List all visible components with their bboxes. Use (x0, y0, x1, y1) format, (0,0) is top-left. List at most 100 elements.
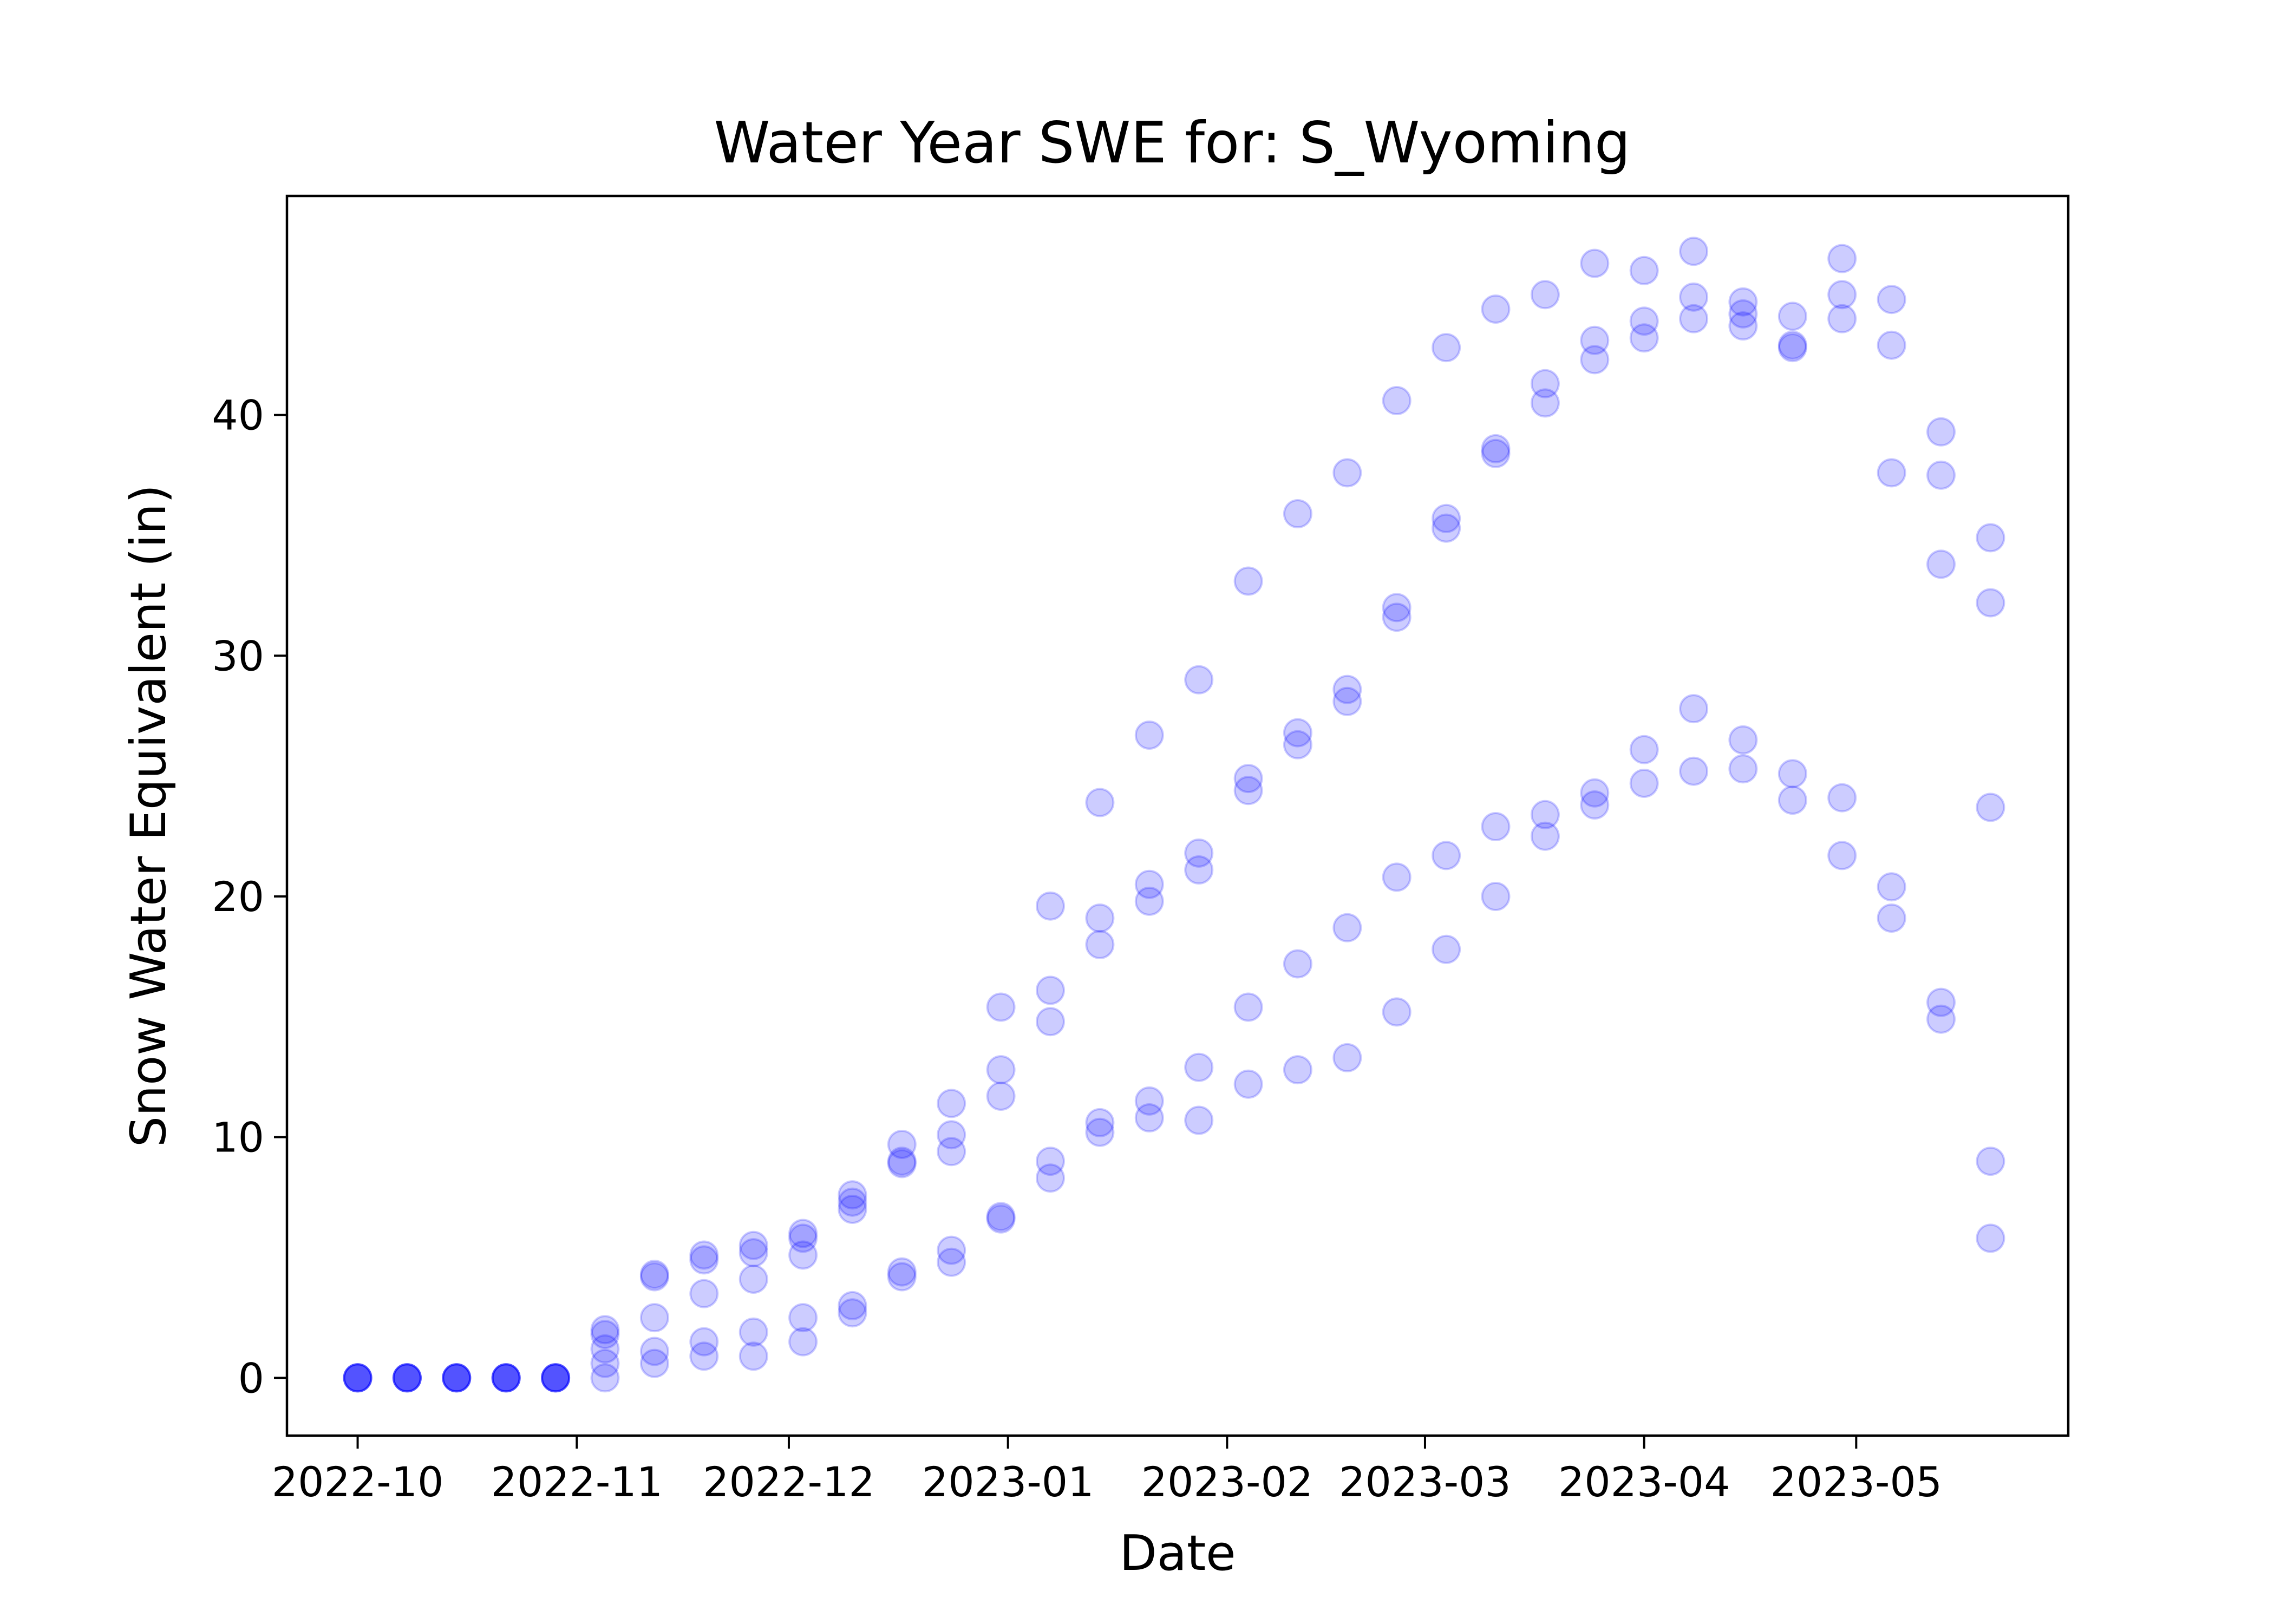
data-point-20-2 (1332, 686, 1362, 716)
data-point-12-1 (937, 1120, 966, 1150)
data-point-9-2 (788, 1240, 818, 1270)
data-point-8-4 (739, 1341, 768, 1371)
data-point-8-0 (739, 1230, 768, 1260)
x-tick-label-0: 2022-10 (272, 1458, 444, 1506)
data-point-25-0 (1580, 248, 1610, 278)
data-point-2-1 (442, 1363, 472, 1393)
data-point-21-0 (1382, 386, 1412, 415)
data-point-27-1 (1679, 282, 1709, 312)
data-point-0-3 (343, 1363, 373, 1393)
data-point-31-4 (1877, 903, 1906, 933)
data-point-11-0 (887, 1130, 917, 1159)
x-tick-label-7: 2023-05 (1770, 1458, 1943, 1506)
data-point-9-1 (788, 1223, 818, 1253)
y-axis-ticks: 0 10 20 30 40 (212, 391, 287, 1402)
data-point-18-4 (1233, 1069, 1263, 1099)
y-tick-label-1: 10 (212, 1114, 264, 1162)
data-point-15-2 (1085, 929, 1115, 959)
data-point-10-0 (838, 1180, 867, 1210)
y-tick-label-3: 30 (212, 632, 264, 680)
data-point-7-1 (689, 1245, 719, 1275)
data-point-8-3 (739, 1317, 768, 1347)
x-tick-label-6: 2023-04 (1558, 1458, 1730, 1506)
data-point-33-4 (1976, 1223, 2005, 1253)
data-point-8-1 (739, 1238, 768, 1268)
data-point-19-4 (1283, 1055, 1312, 1085)
data-point-20-3 (1332, 913, 1362, 942)
data-point-30-1 (1827, 280, 1857, 310)
data-point-24-3 (1530, 800, 1560, 829)
data-point-28-0 (1728, 287, 1758, 317)
data-point-3-2 (491, 1363, 521, 1393)
data-points (343, 237, 2005, 1393)
data-point-0-2 (343, 1363, 373, 1393)
data-point-7-0 (689, 1240, 719, 1270)
data-point-29-0 (1778, 302, 1807, 331)
y-tick-label-0: 0 (238, 1354, 264, 1402)
data-point-14-4 (1036, 1163, 1065, 1193)
x-tick-label-2: 2022-12 (703, 1458, 875, 1506)
data-point-6-0 (639, 1260, 669, 1289)
data-point-32-3 (1926, 987, 1956, 1017)
data-point-4-1 (541, 1363, 571, 1393)
data-point-1-4 (392, 1363, 422, 1393)
data-point-15-0 (1085, 788, 1115, 817)
data-point-15-1 (1085, 903, 1115, 933)
data-point-9-3 (788, 1303, 818, 1333)
data-point-19-2 (1283, 730, 1312, 759)
data-point-22-3 (1432, 841, 1461, 870)
data-point-25-3 (1580, 778, 1610, 808)
x-axis-label: Date (1119, 1525, 1236, 1582)
data-point-6-1 (639, 1262, 669, 1292)
data-point-18-1 (1233, 764, 1263, 794)
data-point-28-1 (1728, 299, 1758, 329)
data-point-31-2 (1877, 458, 1906, 488)
data-point-21-2 (1382, 603, 1412, 632)
data-point-30-2 (1827, 304, 1857, 333)
plot-area-frame (285, 194, 2070, 1437)
data-point-5-0 (590, 1315, 620, 1345)
data-point-11-2 (887, 1149, 917, 1178)
data-point-9-4 (788, 1327, 818, 1357)
data-point-12-0 (937, 1089, 966, 1118)
data-point-3-1 (491, 1363, 521, 1393)
data-point-4-3 (541, 1363, 571, 1393)
data-point-20-0 (1332, 458, 1362, 488)
data-point-31-1 (1877, 330, 1906, 360)
data-point-18-0 (1233, 566, 1263, 596)
data-point-16-4 (1134, 1103, 1164, 1132)
data-point-19-0 (1283, 499, 1312, 528)
data-point-24-4 (1530, 821, 1560, 851)
x-axis-ticks: 2022-10 2022-11 2022-12 2023-01 2023-02 2023-… (272, 1436, 1942, 1506)
data-point-12-2 (937, 1137, 966, 1167)
data-point-4-4 (541, 1363, 571, 1393)
data-point-0-1 (343, 1363, 373, 1393)
data-point-17-2 (1184, 855, 1214, 885)
data-point-24-0 (1530, 280, 1560, 310)
data-point-18-2 (1233, 776, 1263, 806)
y-axis-label: Snow Water Equivalent (in) (120, 484, 177, 1147)
x-tick-label-1: 2022-11 (491, 1458, 663, 1506)
data-point-5-1 (590, 1320, 620, 1350)
data-point-23-3 (1481, 812, 1511, 841)
data-point-32-2 (1926, 549, 1956, 579)
data-point-15-4 (1085, 1117, 1115, 1147)
data-point-29-2 (1778, 333, 1807, 363)
data-point-9-0 (788, 1219, 818, 1248)
x-tick-label-3: 2023-01 (922, 1458, 1094, 1506)
data-point-17-0 (1184, 665, 1214, 695)
data-point-23-1 (1481, 434, 1511, 463)
data-point-2-3 (442, 1363, 472, 1393)
data-point-2-0 (442, 1363, 472, 1393)
data-point-10-2 (838, 1195, 867, 1224)
data-point-22-2 (1432, 513, 1461, 543)
data-point-13-3 (986, 1202, 1016, 1232)
data-point-16-1 (1134, 869, 1164, 899)
data-point-13-4 (986, 1204, 1016, 1234)
data-point-30-4 (1827, 841, 1857, 870)
data-point-32-0 (1926, 417, 1956, 447)
data-point-25-2 (1580, 345, 1610, 375)
data-point-33-2 (1976, 793, 2005, 822)
data-point-10-3 (838, 1291, 867, 1320)
